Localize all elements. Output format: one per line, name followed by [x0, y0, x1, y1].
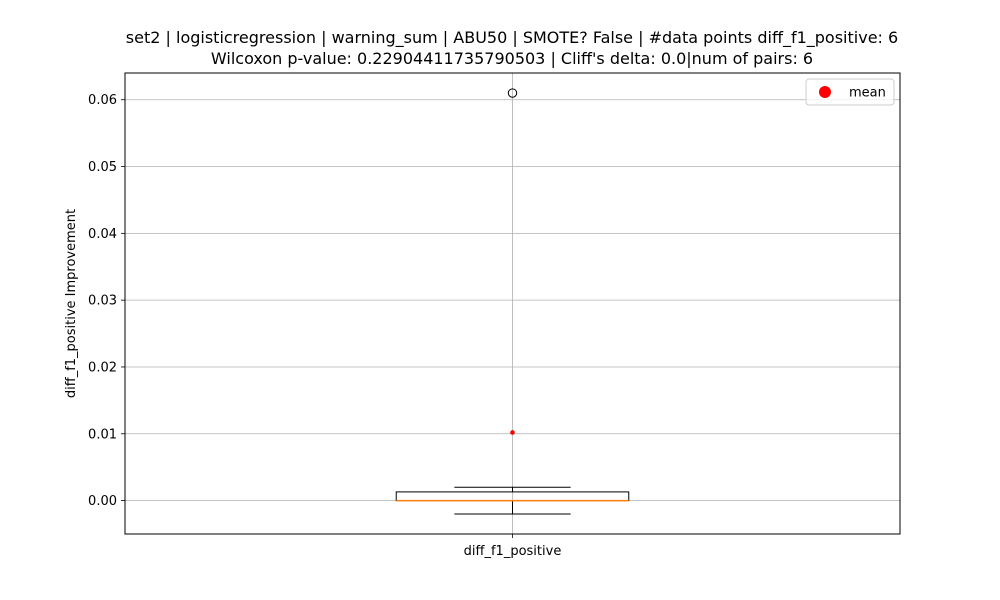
chart-title: set2 | logisticregression | warning_sum …	[126, 28, 898, 68]
legend: mean	[805, 78, 895, 106]
y-tick-label: 0.01	[88, 427, 117, 442]
box-layer	[395, 88, 630, 515]
grid-layer	[125, 73, 900, 534]
y-axis-ticks: 0.00 0.01 0.02 0.03 0.04 0.05 0.06	[88, 93, 125, 509]
y-tick-label: 0.02	[88, 360, 117, 375]
mean-point	[510, 430, 515, 435]
x-axis-ticks: diff_f1_positive	[464, 534, 562, 559]
y-tick-label: 0.05	[88, 160, 117, 175]
y-tick-label: 0.00	[88, 494, 117, 509]
title-line-2: Wilcoxon p-value: 0.22904411735790503 | …	[211, 49, 813, 68]
legend-marker	[819, 86, 831, 98]
y-tick-label: 0.06	[88, 93, 117, 108]
legend-frame	[805, 78, 895, 106]
title-line-1: set2 | logisticregression | warning_sum …	[126, 28, 898, 48]
x-tick-label: diff_f1_positive	[464, 544, 562, 559]
y-tick-label: 0.04	[88, 227, 117, 242]
y-axis-label: diff_f1_positive Improvement	[64, 209, 79, 398]
plot-frame	[124, 72, 901, 535]
y-tick-label: 0.03	[88, 294, 117, 309]
outlier-point	[507, 88, 518, 98]
legend-label: mean	[849, 86, 886, 101]
